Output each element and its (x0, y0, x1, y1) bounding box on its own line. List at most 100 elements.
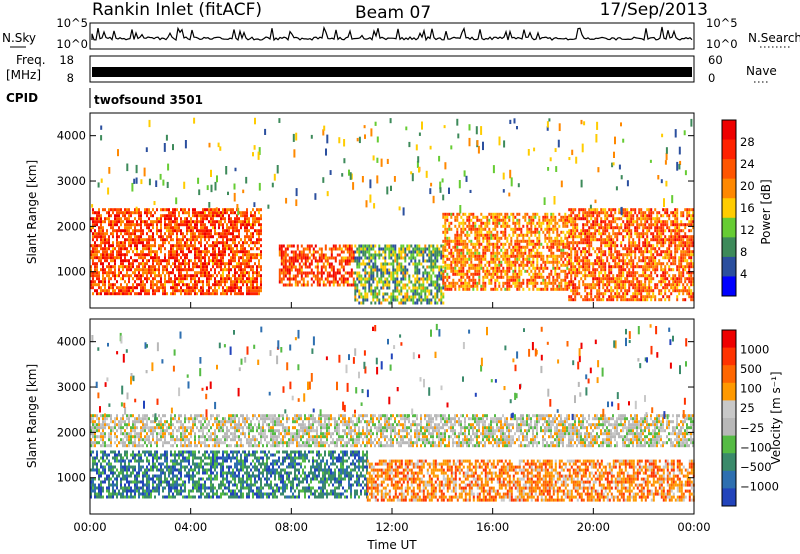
echo-cell (546, 254, 549, 258)
echo-cell (554, 272, 557, 276)
echo-cell (254, 214, 256, 218)
echo-cell (614, 280, 617, 284)
echo-cell (514, 254, 517, 258)
echo-cell (166, 280, 168, 284)
echo-cell (114, 259, 116, 263)
echo-cell (644, 274, 647, 278)
echo-cell (206, 277, 208, 281)
echo-cell (280, 247, 283, 251)
echo-cell (670, 286, 673, 290)
nsearch-tick-top: 10^5 (706, 16, 738, 30)
echo-cell (536, 239, 539, 243)
echo-cell (396, 256, 399, 260)
echo-cell (250, 232, 252, 236)
echo-cell (616, 262, 619, 266)
freq-label: Freq. (16, 53, 46, 67)
echo-cell (304, 256, 307, 260)
echo-cell (228, 277, 230, 281)
echo-cell (552, 275, 555, 279)
echo-cell (458, 242, 461, 246)
echo-cell (582, 268, 585, 272)
echo-cell (482, 221, 485, 225)
echo-cell (584, 253, 587, 257)
echo-cell (226, 292, 228, 296)
echo-cell (508, 269, 511, 273)
echo-cell (644, 238, 647, 242)
echo-cell (562, 287, 565, 291)
echo-cell (664, 256, 667, 260)
echo-cell (504, 230, 507, 234)
echo-cell (406, 253, 409, 257)
echo-cell (260, 265, 262, 269)
echo-cell (624, 214, 627, 218)
echo-cell (560, 284, 563, 288)
echo-cell (232, 241, 234, 245)
echo-cell (608, 262, 611, 266)
echo-cell (212, 247, 214, 251)
echo-cell (466, 230, 469, 234)
echo-cell (160, 277, 162, 281)
echo-cell (302, 271, 305, 275)
echo-cell (606, 241, 609, 245)
echo-cell (120, 259, 122, 263)
echo-cell (190, 217, 192, 221)
echo-cell (648, 226, 651, 230)
echo-cell (642, 268, 645, 272)
echo-cell (374, 262, 377, 266)
echo-cell (98, 217, 100, 221)
echo-cell (524, 233, 527, 237)
echo-cell (144, 220, 146, 224)
echo-cell (228, 262, 230, 266)
echo-cell (392, 277, 395, 281)
echo-cell (382, 268, 385, 272)
echo-cell (556, 230, 559, 234)
echo-cell (290, 250, 293, 254)
echo-cell (334, 280, 337, 284)
echo-cell (306, 247, 309, 251)
echo-cell (502, 269, 505, 273)
echo-cell (500, 275, 503, 279)
echo-cell (242, 250, 244, 254)
echo-cell (104, 271, 106, 275)
echo-cell (102, 220, 104, 224)
echo-cell (372, 247, 375, 251)
echo-cell (298, 268, 301, 272)
echo-cell (214, 262, 216, 266)
echo-cell (358, 289, 361, 293)
echo-cell (484, 233, 487, 237)
echo-cell (582, 241, 585, 245)
echo-cell (638, 208, 641, 212)
echo-cell (350, 259, 353, 263)
echo-cell (602, 280, 605, 284)
echo-cell (446, 287, 449, 291)
echo-cell (136, 244, 138, 248)
echo-cell (282, 253, 285, 257)
echo-cell (124, 286, 126, 290)
echo-cell (416, 250, 419, 254)
echo-cell (380, 286, 383, 290)
echo-cell (362, 301, 365, 305)
echo-cell (330, 253, 333, 257)
echo-cell (626, 253, 629, 257)
echo-cell (602, 292, 605, 296)
echo-cell (664, 265, 667, 269)
echo-cell (452, 254, 455, 258)
echo-cell (150, 244, 152, 248)
echo-cell (414, 277, 417, 281)
echo-cell (160, 223, 162, 227)
echo-cell (388, 262, 391, 266)
echo-cell (364, 286, 367, 290)
echo-cell (370, 301, 373, 305)
echo-cell (448, 227, 451, 231)
echo-cell (500, 230, 503, 234)
echo-cell (622, 253, 625, 257)
echo-cell (260, 256, 262, 260)
echo-cell (254, 241, 256, 245)
echo-cell (632, 208, 635, 212)
echo-cell (644, 298, 647, 302)
echo-cell (214, 247, 216, 251)
echo-cell (444, 275, 447, 279)
echo-cell (472, 275, 475, 279)
echo-cell (664, 289, 667, 293)
echo-cell (660, 229, 663, 233)
